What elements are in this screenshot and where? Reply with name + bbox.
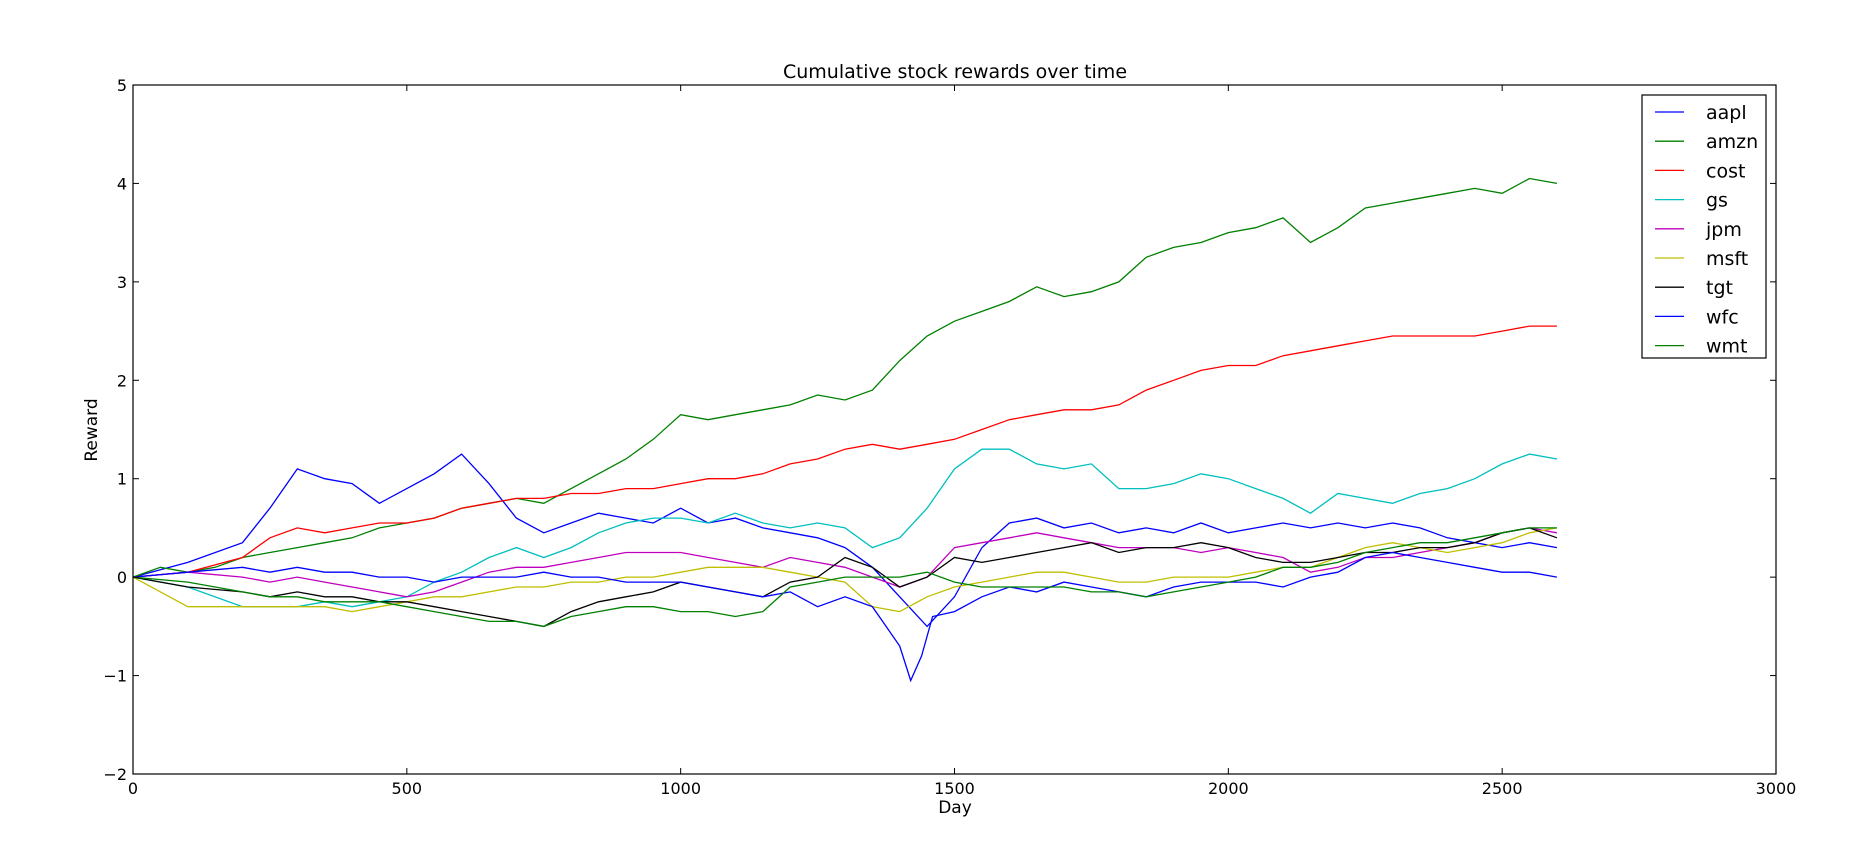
legend-label-wmt: wmt: [1706, 336, 1748, 358]
legend-label-cost: cost: [1706, 160, 1745, 182]
x-tick-label: 1500: [934, 779, 975, 798]
series-line-tgt: [132, 527, 1558, 628]
series-line-amzn: [132, 177, 1558, 578]
chart-title: Cumulative stock rewards over time: [783, 61, 1127, 83]
legend-box: [1641, 94, 1767, 359]
series-line-aapl: [132, 453, 1558, 628]
y-tick-label: −1: [103, 667, 127, 686]
legend-label-msft: msft: [1706, 248, 1748, 270]
y-tick-label: 1: [117, 470, 127, 489]
x-tick-label: 2000: [1208, 779, 1249, 798]
x-tick-label: 3000: [1756, 779, 1797, 798]
y-axis-label: Reward: [82, 398, 102, 461]
series-line-cost: [132, 325, 1557, 578]
plot-series-group: [132, 177, 1558, 683]
x-tick-label: 2500: [1482, 779, 1523, 798]
x-tick-label: 1000: [660, 779, 701, 798]
legend-label-tgt: tgt: [1706, 277, 1733, 299]
y-tick-label: −2: [103, 765, 127, 784]
legend: aapl amzn cost gs jpm msft tgt wfc wmt: [1641, 94, 1767, 359]
x-tick-label: 0: [128, 779, 138, 798]
series-line-wfc: [132, 551, 1558, 683]
legend-label-wfc: wfc: [1706, 306, 1739, 328]
legend-label-gs: gs: [1706, 190, 1728, 212]
series-line-wmt: [132, 527, 1557, 628]
y-tick-label: 3: [117, 273, 127, 292]
y-tick-label: 5: [117, 76, 127, 95]
x-tick-label: 500: [392, 779, 423, 798]
legend-label-jpm: jpm: [1705, 219, 1742, 241]
y-tick-label: 0: [117, 568, 127, 587]
legend-label-amzn: amzn: [1706, 131, 1758, 153]
y-tick-label: 2: [117, 371, 127, 390]
series-line-gs: [132, 448, 1558, 608]
legend-label-aapl: aapl: [1706, 102, 1747, 124]
plot-area: [132, 84, 1777, 775]
x-axis-label: Day: [938, 798, 972, 818]
axis-ticks-group: 0 500 1000 1500 2000 2500 3000 −2 −1 0 1 2 3 4 5: [103, 76, 1796, 798]
y-tick-label: 4: [117, 174, 127, 193]
